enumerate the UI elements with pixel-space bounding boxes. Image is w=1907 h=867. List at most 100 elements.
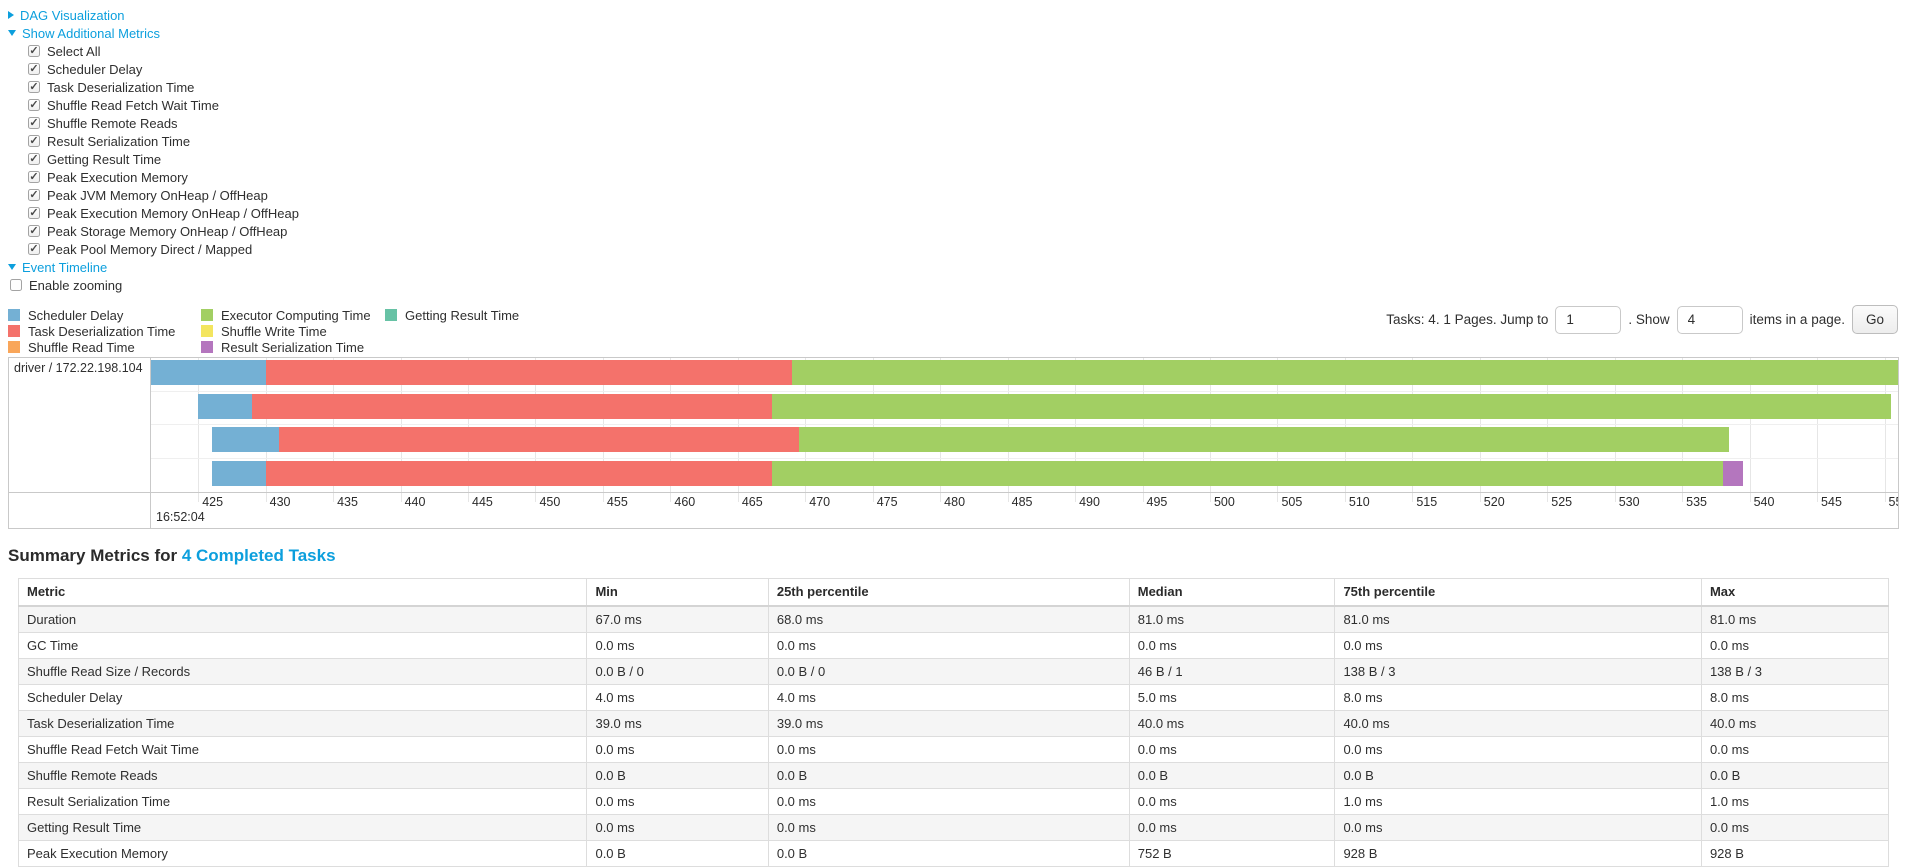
metric-checkbox-task-deserialization-time[interactable]: ✓ Task Deserialization Time bbox=[8, 78, 1899, 96]
event-timeline-toggle[interactable]: Event Timeline bbox=[8, 258, 1899, 276]
timeline-tick-label: 495 bbox=[1146, 495, 1168, 509]
jump-to-page-input[interactable] bbox=[1555, 305, 1622, 334]
checkbox-checked-icon: ✓ bbox=[28, 207, 40, 219]
legend-item-shuffle-write: Shuffle Write Time bbox=[201, 324, 385, 339]
metric-checkbox-shuffle-read-fetch-wait-time[interactable]: ✓ Shuffle Read Fetch Wait Time bbox=[8, 96, 1899, 114]
task-segment-scheduler-delay[interactable] bbox=[211, 427, 280, 452]
go-button[interactable]: Go bbox=[1851, 305, 1898, 334]
timeline-tick-mark bbox=[1749, 493, 1751, 502]
timeline-gridline bbox=[1142, 358, 1144, 492]
summary-table-row: Task Deserialization Time 39.0 ms 39.0 ms 4… bbox=[17, 710, 1889, 737]
metric-checkbox-select-all[interactable]: ✓ Select All bbox=[8, 42, 1899, 60]
summary-table-cell: 40.0 ms bbox=[1700, 710, 1889, 737]
summary-table-row: Shuffle Read Fetch Wait Time 0.0 ms 0.0 ms… bbox=[17, 736, 1889, 763]
enable-zooming-label: Enable zooming bbox=[29, 277, 123, 293]
task-segment-task-deserialization[interactable] bbox=[279, 427, 799, 452]
timeline-tick-label: 445 bbox=[472, 495, 493, 509]
timeline-task-lane bbox=[151, 392, 1898, 425]
timeline-gridline bbox=[1749, 358, 1751, 492]
summary-table-container: Metric Min 25th percentile Median 75th perce… bbox=[17, 578, 1889, 867]
metric-checkbox-peak-pool-memory-direct-mapped[interactable]: ✓ Peak Pool Memory Direct / Mapped bbox=[8, 240, 1899, 258]
checkbox-unchecked-icon bbox=[10, 279, 22, 291]
timeline-tick-label: 450 bbox=[539, 495, 561, 509]
timeline-tick-mark bbox=[1142, 493, 1144, 502]
summary-table-cell: 0.0 ms bbox=[1334, 632, 1702, 659]
timeline-gridline bbox=[198, 358, 200, 492]
metric-checkbox-peak-storage-memory-onheap-offheap[interactable]: ✓ Peak Storage Memory OnHeap / OffHeap bbox=[8, 222, 1899, 240]
summary-table-row: Shuffle Remote Reads 0.0 B 0.0 B 0.0 B 0.0 B… bbox=[17, 762, 1889, 789]
summary-table-cell: 0.0 B bbox=[767, 840, 1130, 867]
legend-label: Result Serialization Time bbox=[221, 339, 365, 355]
metric-checkbox-scheduler-delay[interactable]: ✓ Scheduler Delay bbox=[8, 60, 1899, 78]
summary-table-cell: 0.0 ms bbox=[586, 788, 769, 815]
metric-checkbox-shuffle-remote-reads[interactable]: ✓ Shuffle Remote Reads bbox=[8, 114, 1899, 132]
summary-table-cell: 40.0 ms bbox=[1334, 710, 1702, 737]
task-segment-task-deserialization[interactable] bbox=[265, 360, 792, 385]
task-segment-executor-computing[interactable] bbox=[771, 393, 1892, 419]
task-segment-scheduler-delay[interactable] bbox=[198, 393, 253, 419]
enable-zooming-checkbox[interactable]: Enable zooming bbox=[8, 276, 1899, 294]
summary-column-header: Min bbox=[586, 578, 769, 607]
task-segment-scheduler-delay[interactable] bbox=[151, 360, 266, 385]
collapsed-arrow-icon bbox=[8, 11, 14, 19]
metric-checkbox-peak-execution-memory[interactable]: ✓ Peak Execution Memory bbox=[8, 168, 1899, 186]
summary-table-cell: 0.0 ms bbox=[767, 814, 1130, 841]
summary-table-cell: 138 B / 3 bbox=[1700, 658, 1889, 685]
timeline-gridline bbox=[1007, 358, 1009, 492]
timeline-tick-mark bbox=[1682, 493, 1684, 502]
summary-table-cell: 0.0 ms bbox=[1128, 788, 1335, 815]
timeline-legend: Scheduler Delay Task Deserialization Time… bbox=[8, 308, 1899, 355]
summary-table-cell: Shuffle Remote Reads bbox=[17, 762, 587, 789]
summary-table-cell: 928 B bbox=[1334, 840, 1702, 867]
timeline-major-time-label: 16:52:04 bbox=[156, 510, 205, 524]
completed-tasks-link[interactable]: 4 Completed Tasks bbox=[181, 546, 336, 565]
timeline-gridline bbox=[1547, 358, 1549, 492]
checkbox-checked-icon: ✓ bbox=[28, 81, 40, 93]
task-segment-executor-computing[interactable] bbox=[798, 427, 1730, 452]
legend-label: Shuffle Read Time bbox=[28, 339, 135, 355]
task-segment-result-serialization[interactable] bbox=[1722, 460, 1743, 486]
task-segment-executor-computing[interactable] bbox=[791, 360, 1898, 385]
timeline-gridline bbox=[1614, 358, 1616, 492]
timeline-legend-row: Scheduler Delay Task Deserialization Time… bbox=[8, 305, 1899, 355]
metric-checkbox-peak-execution-memory-onheap-offheap[interactable]: ✓ Peak Execution Memory OnHeap / OffHeap bbox=[8, 204, 1899, 222]
timeline-tick-label: 510 bbox=[1348, 495, 1370, 509]
items-per-page-input[interactable] bbox=[1676, 305, 1743, 334]
summary-table-cell: 0.0 B / 0 bbox=[586, 658, 769, 685]
task-segment-task-deserialization[interactable] bbox=[265, 460, 772, 486]
legend-column: Scheduler Delay Task Deserialization Time… bbox=[8, 308, 201, 355]
summary-table-cell: 0.0 ms bbox=[767, 632, 1130, 659]
summary-table-cell: 0.0 ms bbox=[1700, 814, 1889, 841]
summary-table-cell: 4.0 ms bbox=[767, 684, 1130, 711]
timeline-tick-label: 470 bbox=[809, 495, 831, 509]
legend-item-executor-computing: Executor Computing Time bbox=[201, 308, 385, 323]
metric-checkbox-result-serialization-time[interactable]: ✓ Result Serialization Time bbox=[8, 132, 1899, 150]
timeline-tick-mark bbox=[1817, 493, 1819, 502]
summary-table-cell: 40.0 ms bbox=[1128, 710, 1335, 737]
task-segment-task-deserialization[interactable] bbox=[252, 393, 772, 419]
show-additional-metrics-label: Show Additional Metrics bbox=[22, 25, 161, 41]
task-segment-executor-computing[interactable] bbox=[771, 460, 1723, 486]
timeline-tick-mark bbox=[265, 493, 267, 502]
timeline-gridline bbox=[1209, 358, 1211, 492]
dag-visualization-toggle[interactable]: DAG Visualization bbox=[8, 6, 1899, 24]
timeline-gridline bbox=[1479, 358, 1481, 492]
timeline-tick-mark bbox=[1007, 493, 1009, 502]
task-segment-scheduler-delay[interactable] bbox=[211, 460, 266, 486]
checkbox-checked-icon: ✓ bbox=[28, 135, 40, 147]
summary-column-header: Median bbox=[1128, 578, 1335, 607]
metric-checkbox-peak-jvm-memory-onheap-offheap[interactable]: ✓ Peak JVM Memory OnHeap / OffHeap bbox=[8, 186, 1899, 204]
show-additional-metrics-toggle[interactable]: Show Additional Metrics bbox=[8, 24, 1899, 42]
metric-checkbox-label: Shuffle Read Fetch Wait Time bbox=[47, 97, 219, 113]
dag-visualization-label: DAG Visualization bbox=[20, 7, 125, 23]
summary-table-cell: 0.0 B bbox=[1128, 762, 1335, 789]
expanded-arrow-icon bbox=[8, 30, 16, 36]
timeline-tick-label: 525 bbox=[1551, 495, 1573, 509]
summary-table-cell: 0.0 ms bbox=[1128, 814, 1335, 841]
timeline-gridline bbox=[1344, 358, 1346, 492]
metric-checkbox-getting-result-time[interactable]: ✓ Getting Result Time bbox=[8, 150, 1899, 168]
timeline-axis-spacer bbox=[9, 493, 151, 528]
timeline-tick-label: 430 bbox=[269, 495, 291, 509]
timeline-tick-label: 530 bbox=[1618, 495, 1640, 509]
